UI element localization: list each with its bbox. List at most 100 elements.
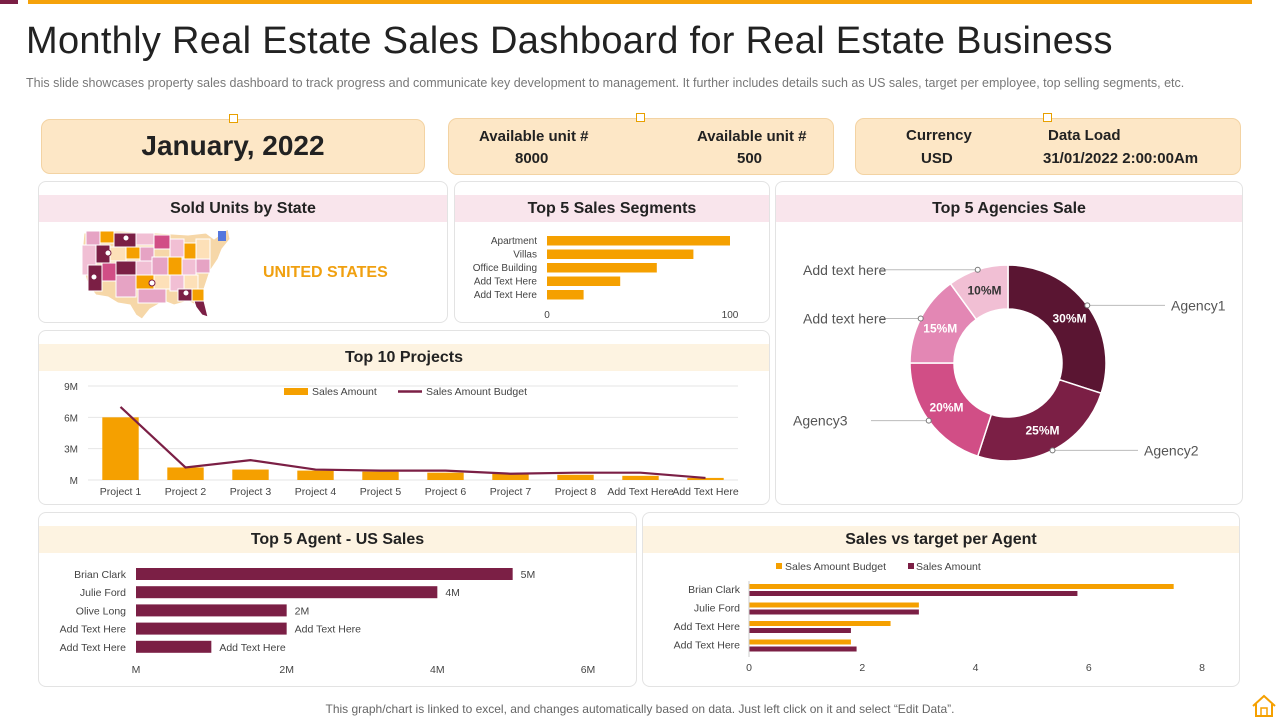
project-x-label: Project 2 (165, 486, 207, 498)
agency-value-label: 25%M (1025, 424, 1059, 438)
target-x-tick: 6 (1086, 662, 1092, 674)
agency-value-label: 30%M (1052, 311, 1086, 325)
segments-title: Top 5 Sales Segments (455, 195, 769, 222)
agency-leader-dot (1084, 302, 1091, 309)
target-legend-swatch (776, 563, 782, 569)
kpi-available-label-1: Available unit # (479, 128, 589, 145)
project-bar (492, 473, 529, 480)
target-legend-label: Sales Amount (916, 561, 981, 573)
project-bar (297, 470, 334, 480)
target-x-tick: 4 (973, 662, 979, 674)
agent-label: Brian Clark (74, 569, 127, 581)
agent-data-label: 2M (295, 605, 310, 617)
kpi-dataload-value: 31/01/2022 2:00:00Am (1043, 150, 1199, 167)
agency-name-label: Agency1 (1171, 297, 1226, 313)
page-title: Monthly Real Estate Sales Dashboard for … (26, 20, 1113, 62)
agencies-donut-chart: 30%M Agency1 25%M Agency2 20%M Agency3 15%M Add… (793, 262, 1226, 462)
projects-chart: M 3M 6M 9M Project 1 Project 2 Project 3 Projec… (64, 382, 739, 498)
target-agent-label: Add Text Here (674, 640, 741, 652)
segment-bar (547, 236, 730, 246)
agent-data-label: 4M (445, 587, 460, 599)
project-y-tick: 9M (64, 382, 78, 393)
target-agent-label: Add Text Here (674, 621, 741, 633)
kpi-currency-box: Currency USD Data Load 31/01/2022 2:00:0… (855, 118, 1241, 175)
project-bar (622, 475, 659, 480)
segment-tick: 100 (722, 310, 739, 321)
project-x-label: Project 5 (360, 486, 402, 498)
kpi-date-box: January, 2022 (41, 119, 425, 174)
agency-leader-dot (925, 417, 932, 424)
agent-x-tick: 2M (279, 664, 294, 676)
target-agent-label: Brian Clark (688, 584, 741, 596)
project-bar (557, 474, 594, 480)
selection-handle (636, 113, 645, 122)
project-y-tick: 6M (64, 413, 78, 424)
sold-units-title: Sold Units by State (39, 195, 447, 222)
kpi-available-label-2: Available unit # (697, 128, 807, 145)
agencies-title: Top 5 Agencies Sale (776, 195, 1242, 222)
agent-data-label: 5M (521, 569, 536, 581)
target-bar (749, 621, 891, 626)
sales-target-card: Sales vs target per Agent (642, 512, 1240, 687)
target-bar (749, 602, 919, 608)
segment-bar (547, 263, 657, 273)
agent-x-tick: 6M (581, 664, 596, 676)
project-bar (362, 471, 399, 480)
target-legend-swatch (908, 563, 914, 569)
top-accent-maroon (0, 0, 18, 4)
project-x-label: Project 7 (490, 486, 532, 498)
project-budget-line (119, 406, 706, 480)
segment-label: Add Text Here (474, 277, 538, 288)
agency-name-label: Agency3 (793, 413, 848, 429)
agent-data-label: Add Text Here (295, 624, 362, 636)
agency-slice (976, 378, 1103, 462)
kpi-available-units-box: Available unit # 8000 Available unit # 5… (448, 118, 834, 175)
kpi-available-value-2: 500 (737, 150, 763, 167)
agency-value-label: 20%M (930, 401, 964, 415)
target-agent-label: Julie Ford (694, 603, 740, 615)
project-x-label: Project 1 (100, 486, 142, 498)
agency-slice (1007, 264, 1107, 395)
target-x-tick: 0 (746, 662, 752, 674)
target-x-tick: 8 (1199, 662, 1205, 674)
agent-bar (136, 586, 438, 599)
target-bar (749, 584, 1174, 589)
segment-bar (547, 276, 621, 286)
agent-bar (136, 622, 287, 635)
agency-leader-dot (1049, 447, 1056, 454)
top-accent-bar (28, 0, 1252, 4)
footer-note: This graph/chart is linked to excel, and… (325, 702, 955, 716)
project-legend-label: Sales Amount Budget (426, 386, 527, 398)
segment-bar (547, 290, 584, 300)
agency-value-label: 10%M (968, 284, 1002, 298)
agency-leader-dot (917, 315, 924, 322)
agent-label: Add Text Here (60, 642, 127, 654)
agent-us-card: Top 5 Agent - US Sales (38, 512, 637, 687)
target-bar (749, 628, 851, 633)
target-legend-label: Sales Amount Budget (785, 561, 886, 573)
project-x-label: Add Text Here (607, 486, 674, 498)
kpi-dataload-label: Data Load (1048, 127, 1121, 144)
project-x-label: Project 8 (555, 486, 597, 498)
segment-label: Office Building (473, 263, 537, 274)
segments-chart: Apartment Villas Office Building Add Text H… (473, 236, 739, 321)
projects-title: Top 10 Projects (39, 344, 769, 371)
agent-us-title: Top 5 Agent - US Sales (39, 526, 636, 553)
project-legend-label: Sales Amount (312, 386, 377, 398)
segment-label: Villas (513, 250, 537, 261)
agent-data-label: Add Text Here (219, 642, 286, 654)
page-subtitle: This slide showcases property sales dash… (26, 76, 1185, 90)
agent-x-tick: M (132, 664, 141, 676)
target-bar (749, 609, 919, 615)
project-x-label: Project 3 (230, 486, 272, 498)
project-bar (687, 477, 724, 480)
kpi-currency-value: USD (921, 150, 953, 167)
kpi-available-value-1: 8000 (515, 150, 549, 167)
home-icon[interactable] (1251, 694, 1277, 718)
project-bar (167, 467, 204, 480)
agency-value-label: 15%M (923, 321, 957, 335)
project-x-label: Project 6 (425, 486, 467, 498)
target-x-tick: 2 (859, 662, 865, 674)
kpi-date-value: January, 2022 (141, 130, 325, 161)
sales-target-title: Sales vs target per Agent (643, 526, 1239, 553)
